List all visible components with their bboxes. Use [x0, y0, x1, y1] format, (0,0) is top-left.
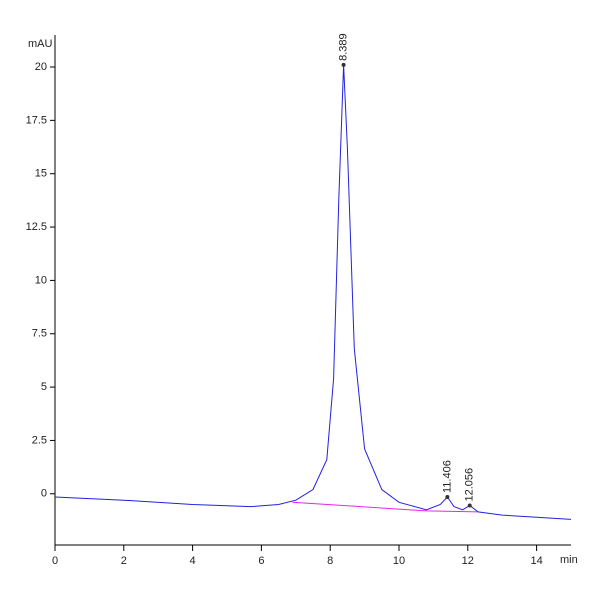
- y-tick-label: 15: [35, 168, 47, 180]
- x-tick-label: 2: [121, 555, 127, 567]
- x-tick-label: 0: [52, 555, 58, 567]
- x-tick-label: 6: [258, 555, 264, 567]
- baseline: [292, 501, 479, 513]
- y-tick-label: 2.5: [32, 434, 47, 446]
- y-tick-label: 10: [35, 274, 47, 286]
- y-tick-label: 12.5: [26, 221, 47, 233]
- x-tick-label: 12: [462, 555, 474, 567]
- peak-marker: [341, 62, 346, 67]
- peak-label: 8.389: [337, 33, 349, 61]
- x-tick-label: 14: [530, 555, 542, 567]
- y-axis-label: mAU: [28, 38, 53, 50]
- y-tick-label: 17.5: [26, 114, 47, 126]
- trace: [54, 64, 572, 520]
- x-tick-label: 8: [327, 555, 333, 567]
- peak-label: 11.406: [441, 460, 453, 493]
- x-axis-label: min: [560, 554, 578, 566]
- peak-marker: [445, 494, 450, 499]
- x-tick-label: 10: [393, 555, 405, 567]
- y-tick-label: 7.5: [32, 328, 47, 340]
- peak-marker: [467, 503, 472, 508]
- peak-label: 12.056: [464, 468, 476, 502]
- x-tick-label: 4: [190, 555, 196, 567]
- y-tick-label: 5: [41, 381, 47, 393]
- y-tick-label: 0: [41, 488, 47, 500]
- y-tick-label: 20: [35, 61, 47, 73]
